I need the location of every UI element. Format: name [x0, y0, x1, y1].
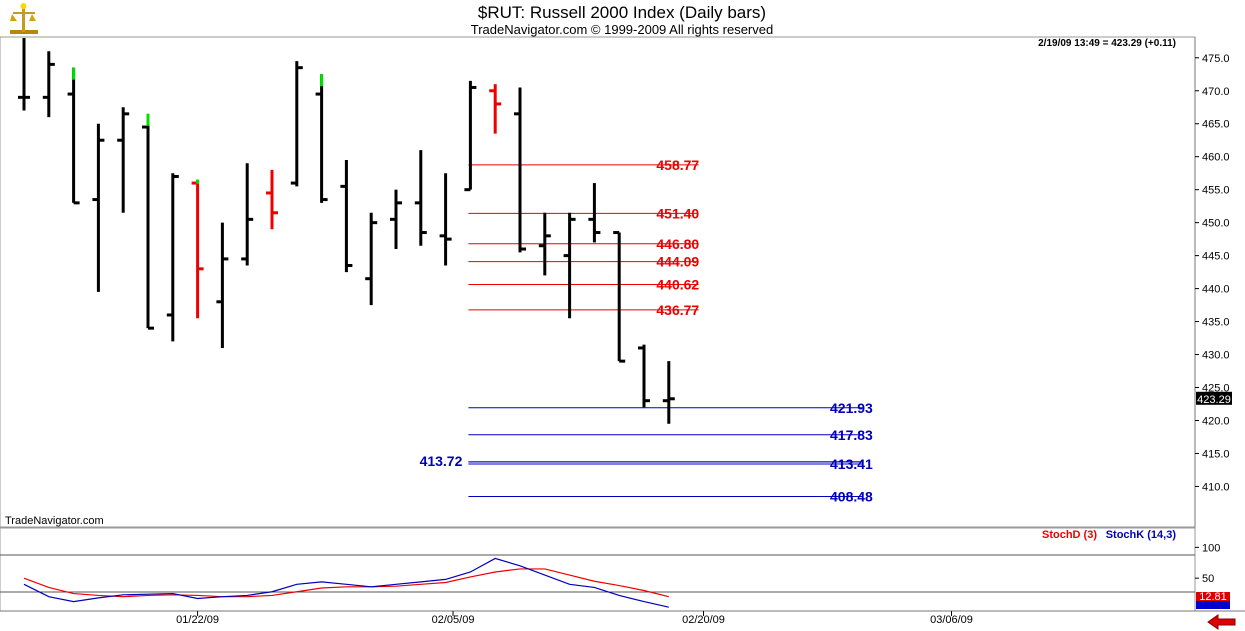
- level-label: 413.72: [420, 453, 463, 469]
- price-tick-label: 455.0: [1202, 185, 1230, 197]
- stoch-series-line: [23, 557, 669, 608]
- watermark-text: TradeNavigator.com: [5, 515, 104, 527]
- price-tick-label: 420.0: [1202, 415, 1230, 427]
- price-tick-label: 435.0: [1202, 317, 1230, 329]
- price-tick-label: 450.0: [1202, 218, 1230, 230]
- stoch-tick-label: 100: [1202, 542, 1220, 554]
- price-tick-label: 440.0: [1202, 284, 1230, 296]
- bars-layer: [18, 38, 675, 424]
- price-tick-label: 425.0: [1202, 383, 1230, 395]
- header-background: [0, 0, 1245, 37]
- price-tick-label: 460.0: [1202, 152, 1230, 164]
- stochastic-panel-frame: [0, 527, 1196, 612]
- level-label: 440.62: [656, 277, 699, 293]
- price-tick-label: 410.0: [1202, 481, 1230, 493]
- main-panel-frame: [0, 36, 1196, 528]
- price-tick-label: 430.0: [1202, 350, 1230, 362]
- price-tick-label: 475.0: [1202, 53, 1230, 65]
- scales-logo-icon[interactable]: [10, 3, 38, 34]
- level-label: 444.09: [656, 254, 699, 270]
- level-label: 458.77: [656, 157, 699, 173]
- chart-title: $RUT: Russell 2000 Index (Daily bars): [478, 3, 766, 22]
- level-label: 436.77: [656, 302, 699, 318]
- stochastic-axis: 50 100: [1195, 542, 1220, 585]
- price-tick-label: 445.0: [1202, 251, 1230, 263]
- quote-readout: 2/19/09 13:49 = 423.29 (+0.11): [1038, 38, 1176, 49]
- legend-stochk: StochK (14,3): [1106, 529, 1177, 541]
- level-label: 413.41: [830, 456, 873, 472]
- price-tick-label: 415.0: [1202, 448, 1230, 460]
- date-tick-label: 02/05/09: [432, 614, 475, 626]
- last-price-label: 423.29: [1197, 394, 1231, 406]
- last-price-tag: 423.29: [1196, 391, 1232, 406]
- date-axis: 01/22/09 02/05/09 02/20/09 03/06/09: [176, 611, 973, 626]
- stoch-tick-label: 50: [1202, 573, 1214, 585]
- left-arrow-icon[interactable]: [1207, 614, 1236, 630]
- legend-stochd: StochD (3): [1042, 529, 1097, 541]
- stoch-value-tag: 12.81: [1196, 591, 1230, 609]
- level-label: 417.83: [830, 427, 873, 443]
- level-label: 446.80: [656, 236, 699, 252]
- levels-layer: 458.77 451.40 446.80 444.09 440.62 436.77 421.…: [420, 157, 873, 505]
- stoch-series-line: [23, 568, 669, 598]
- date-tick-label: 03/06/09: [930, 614, 973, 626]
- date-tick-label: 02/20/09: [682, 614, 725, 626]
- price-axis: 410.0 415.0 420.0 425.0 430.0 435.0 440.0 445.0…: [1195, 53, 1230, 493]
- stoch-value-label: 12.81: [1199, 591, 1227, 603]
- stochastic-lines: [23, 557, 669, 608]
- level-label: 421.93: [830, 400, 873, 416]
- price-tick-label: 470.0: [1202, 86, 1230, 98]
- level-label: 451.40: [656, 205, 699, 221]
- level-label: 408.48: [830, 488, 873, 504]
- chart-subtitle: TradeNavigator.com © 1999-2009 All right…: [471, 22, 773, 37]
- price-tick-label: 465.0: [1202, 119, 1230, 131]
- date-tick-label: 01/22/09: [176, 614, 219, 626]
